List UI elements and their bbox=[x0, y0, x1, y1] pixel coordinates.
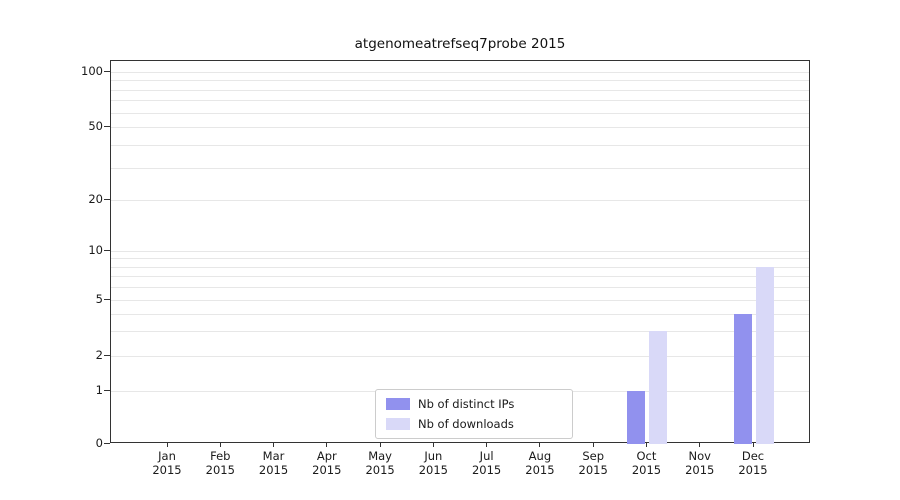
gridline bbox=[111, 356, 809, 357]
x-tick-year: 2015 bbox=[152, 463, 182, 477]
gridline bbox=[111, 287, 809, 289]
x-tick-label: May 2015 bbox=[350, 449, 410, 477]
x-tick-label: Dec 2015 bbox=[723, 449, 783, 477]
bar-downloads bbox=[649, 331, 668, 444]
x-tick-label: Mar 2015 bbox=[244, 449, 304, 477]
y-tick-mark bbox=[104, 442, 110, 444]
x-tick-month: Aug bbox=[528, 449, 552, 463]
x-tick-mark bbox=[326, 443, 328, 447]
y-tick-mark bbox=[104, 354, 110, 356]
y-tick-label: 0 bbox=[95, 436, 103, 450]
x-tick-month: Dec bbox=[741, 449, 765, 463]
x-tick-month: Jan bbox=[158, 449, 176, 463]
x-tick-year: 2015 bbox=[631, 463, 662, 477]
x-tick-year: 2015 bbox=[312, 463, 342, 477]
x-tick-mark bbox=[486, 443, 488, 447]
x-tick-year: 2015 bbox=[365, 463, 395, 477]
gridline bbox=[111, 251, 809, 252]
y-tick-label: 20 bbox=[88, 192, 103, 206]
x-tick-mark bbox=[592, 443, 594, 447]
x-tick-label: Oct 2015 bbox=[616, 449, 676, 477]
x-tick-month: Apr bbox=[316, 449, 337, 463]
legend-entry-downloads: Nb of downloads bbox=[386, 417, 562, 431]
gridline bbox=[111, 80, 809, 82]
x-tick-mark bbox=[645, 443, 647, 447]
legend-swatch-downloads bbox=[386, 418, 410, 430]
x-tick-month: Oct bbox=[636, 449, 657, 463]
x-tick-mark bbox=[432, 443, 434, 447]
x-tick-month: Jun bbox=[424, 449, 443, 463]
gridline bbox=[111, 112, 809, 114]
bar-distinct-ips bbox=[627, 391, 646, 444]
gridline bbox=[111, 127, 809, 128]
bars-layer bbox=[111, 61, 809, 444]
gridline bbox=[111, 300, 809, 301]
y-tick-mark bbox=[104, 125, 110, 127]
x-tick-month: Jul bbox=[479, 449, 494, 463]
gridline bbox=[111, 313, 809, 315]
y-tick-mark bbox=[104, 249, 110, 251]
x-tick-month: Nov bbox=[688, 449, 711, 463]
gridline bbox=[111, 72, 809, 73]
legend-entry-distinct-ips: Nb of distinct IPs bbox=[386, 397, 562, 411]
x-tick-label: Apr 2015 bbox=[297, 449, 357, 477]
x-tick-month: May bbox=[368, 449, 392, 463]
x-tick-mark bbox=[379, 443, 381, 447]
legend: Nb of distinct IPs Nb of downloads bbox=[375, 389, 573, 439]
x-tick-label: Sep 2015 bbox=[563, 449, 623, 477]
gridline bbox=[111, 200, 809, 201]
x-tick-year: 2015 bbox=[418, 463, 448, 477]
x-tick-mark bbox=[273, 443, 275, 447]
x-tick-year: 2015 bbox=[738, 463, 768, 477]
y-tick-mark bbox=[104, 70, 110, 72]
gridline bbox=[111, 144, 809, 146]
gridline bbox=[111, 266, 809, 268]
x-tick-month: Mar bbox=[262, 449, 285, 463]
x-tick-label: Jul 2015 bbox=[457, 449, 517, 477]
y-tick-mark bbox=[104, 198, 110, 200]
y-tick-label: 1 bbox=[95, 383, 103, 397]
y-tick-label: 2 bbox=[95, 348, 103, 362]
gridline bbox=[111, 331, 809, 333]
gridline bbox=[111, 258, 809, 260]
legend-label-distinct-ips: Nb of distinct IPs bbox=[418, 397, 515, 411]
y-tick-mark bbox=[104, 389, 110, 391]
legend-swatch-distinct-ips bbox=[386, 398, 410, 410]
x-tick-mark bbox=[752, 443, 754, 447]
x-tick-month: Sep bbox=[582, 449, 605, 463]
x-tick-mark bbox=[166, 443, 168, 447]
x-tick-year: 2015 bbox=[258, 463, 289, 477]
y-tick-label: 50 bbox=[88, 119, 103, 133]
y-tick-label: 10 bbox=[88, 243, 103, 257]
y-tick-mark bbox=[104, 298, 110, 300]
gridline bbox=[111, 276, 809, 278]
x-tick-label: Aug 2015 bbox=[510, 449, 570, 477]
plot-area: Nb of distinct IPs Nb of downloads bbox=[110, 60, 810, 444]
x-tick-label: Feb 2015 bbox=[190, 449, 250, 477]
gridline bbox=[111, 100, 809, 102]
legend-label-downloads: Nb of downloads bbox=[418, 417, 514, 431]
x-tick-mark bbox=[539, 443, 541, 447]
gridline bbox=[111, 89, 809, 91]
x-tick-mark bbox=[219, 443, 221, 447]
x-tick-year: 2015 bbox=[578, 463, 608, 477]
x-tick-year: 2015 bbox=[685, 463, 715, 477]
x-tick-mark bbox=[699, 443, 701, 447]
x-tick-label: Nov 2015 bbox=[670, 449, 730, 477]
gridline bbox=[111, 167, 809, 169]
y-tick-label: 100 bbox=[81, 64, 103, 78]
y-tick-label: 5 bbox=[95, 292, 103, 306]
x-tick-year: 2015 bbox=[471, 463, 502, 477]
x-tick-year: 2015 bbox=[205, 463, 235, 477]
bar-distinct-ips bbox=[734, 313, 752, 444]
x-tick-month: Feb bbox=[210, 449, 231, 463]
x-tick-label: Jan 2015 bbox=[137, 449, 197, 477]
chart-title: atgenomeatrefseq7probe 2015 bbox=[354, 36, 566, 52]
x-tick-label: Jun 2015 bbox=[403, 449, 463, 477]
bar-downloads bbox=[756, 266, 774, 444]
x-tick-year: 2015 bbox=[525, 463, 555, 477]
